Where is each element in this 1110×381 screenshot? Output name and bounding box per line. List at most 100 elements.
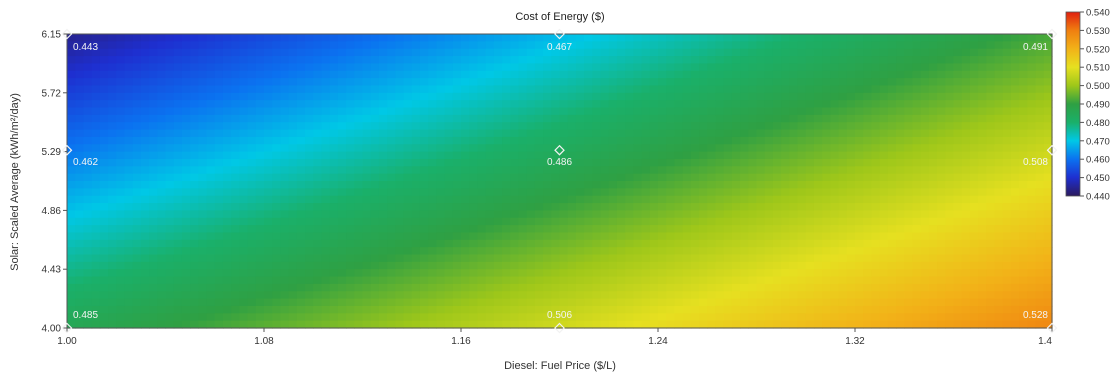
heatmap-cell (625, 225, 634, 234)
heatmap-cell (534, 261, 544, 270)
heatmap-cell (543, 151, 552, 160)
heatmap-cell (961, 225, 971, 234)
heatmap-cell (214, 129, 224, 138)
heatmap-cell (887, 92, 897, 101)
sample-point-label: 0.508 (1023, 157, 1048, 168)
heatmap-cell (1019, 70, 1028, 79)
heatmap-cell (789, 283, 799, 292)
heatmap-cell (953, 34, 963, 42)
heatmap-cell (641, 78, 651, 87)
heatmap-cell (592, 85, 602, 94)
heatmap-cell (772, 217, 782, 226)
heatmap-cell (920, 210, 930, 219)
heatmap-cell (879, 144, 889, 153)
heatmap-cell (419, 92, 429, 101)
heatmap-cell (674, 305, 684, 314)
heatmap-cell (978, 92, 987, 101)
heatmap-cell (781, 188, 790, 197)
heatmap-cell (419, 283, 429, 292)
heatmap-cell (149, 239, 158, 248)
heatmap-cell (419, 122, 429, 131)
heatmap-cell (707, 188, 717, 197)
heatmap-cell (1027, 254, 1037, 263)
heatmap-cell (264, 210, 273, 219)
heatmap-cell (272, 305, 282, 314)
heatmap-cell (502, 320, 511, 329)
heatmap-cell (928, 261, 938, 270)
heatmap-cell (920, 48, 930, 57)
heatmap-cell (214, 151, 224, 160)
heatmap-cell (699, 269, 708, 278)
heatmap-cell (124, 210, 134, 219)
heatmap-cell (887, 291, 897, 300)
heatmap-cell (452, 210, 462, 219)
heatmap-cell (961, 63, 971, 72)
heatmap-cell (444, 188, 454, 197)
heatmap-cell (813, 92, 823, 101)
heatmap-cell (781, 107, 790, 116)
heatmap-cell (272, 276, 282, 285)
heatmap-cell (222, 261, 232, 270)
heatmap-cell (354, 41, 364, 50)
heatmap-cell (772, 151, 782, 160)
heatmap-cell (961, 188, 971, 197)
heatmap-cell (567, 254, 577, 263)
heatmap-cell (813, 305, 823, 314)
heatmap-cell (666, 313, 676, 322)
heatmap-cell (247, 203, 257, 211)
heatmap-cell (452, 313, 462, 322)
heatmap-cell (288, 34, 298, 42)
sample-point-marker (61, 322, 73, 334)
heatmap-cell (748, 210, 758, 219)
heatmap-cell (772, 122, 782, 131)
heatmap-cell (969, 56, 979, 64)
heatmap-cell (674, 210, 684, 219)
heatmap-cell (165, 239, 175, 248)
heatmap-cell (395, 151, 405, 160)
heatmap-cell (436, 158, 446, 167)
heatmap-cell (682, 107, 692, 116)
heatmap-cell (551, 100, 561, 109)
heatmap-cell (378, 313, 388, 322)
heatmap-cell (649, 70, 659, 79)
heatmap-cell (99, 63, 109, 72)
heatmap-cell (247, 254, 257, 263)
heatmap-cell (329, 136, 339, 145)
heatmap-cell (518, 92, 528, 101)
heatmap-cell (879, 210, 889, 219)
heatmap-cell (469, 203, 479, 211)
heatmap-cell (1027, 63, 1037, 72)
heatmap-cell (879, 188, 889, 197)
heatmap-cell (633, 320, 643, 329)
heatmap-cell (986, 122, 996, 131)
heatmap-cell (329, 283, 339, 292)
heatmap-cell (510, 291, 520, 300)
heatmap-cell (403, 166, 413, 175)
heatmap-cell (173, 291, 183, 300)
heatmap-cell (838, 56, 848, 64)
heatmap-cell (822, 291, 831, 300)
heatmap-cell (116, 188, 126, 197)
heatmap-cell (896, 56, 905, 64)
heatmap-cell (198, 48, 208, 57)
heatmap-cell (231, 63, 240, 72)
heatmap-cell (879, 276, 889, 285)
heatmap-cell (108, 195, 117, 204)
heatmap-cell (91, 254, 101, 263)
heatmap-cell (912, 254, 922, 263)
heatmap-cell (723, 63, 733, 72)
heatmap-cell (346, 254, 355, 263)
heatmap-cell (551, 41, 561, 50)
heatmap-cell (436, 276, 446, 285)
heatmap-cell (116, 48, 126, 57)
heatmap-cell (419, 107, 429, 116)
heatmap-cell (534, 70, 544, 79)
heatmap-cell (756, 85, 766, 94)
heatmap-cell (822, 78, 831, 87)
heatmap-cell (280, 100, 290, 109)
heatmap-cell (313, 100, 323, 109)
heatmap-cell (198, 85, 208, 94)
heatmap-cell (436, 313, 446, 322)
heatmap-cell (608, 261, 618, 270)
heatmap-cell (428, 298, 437, 307)
